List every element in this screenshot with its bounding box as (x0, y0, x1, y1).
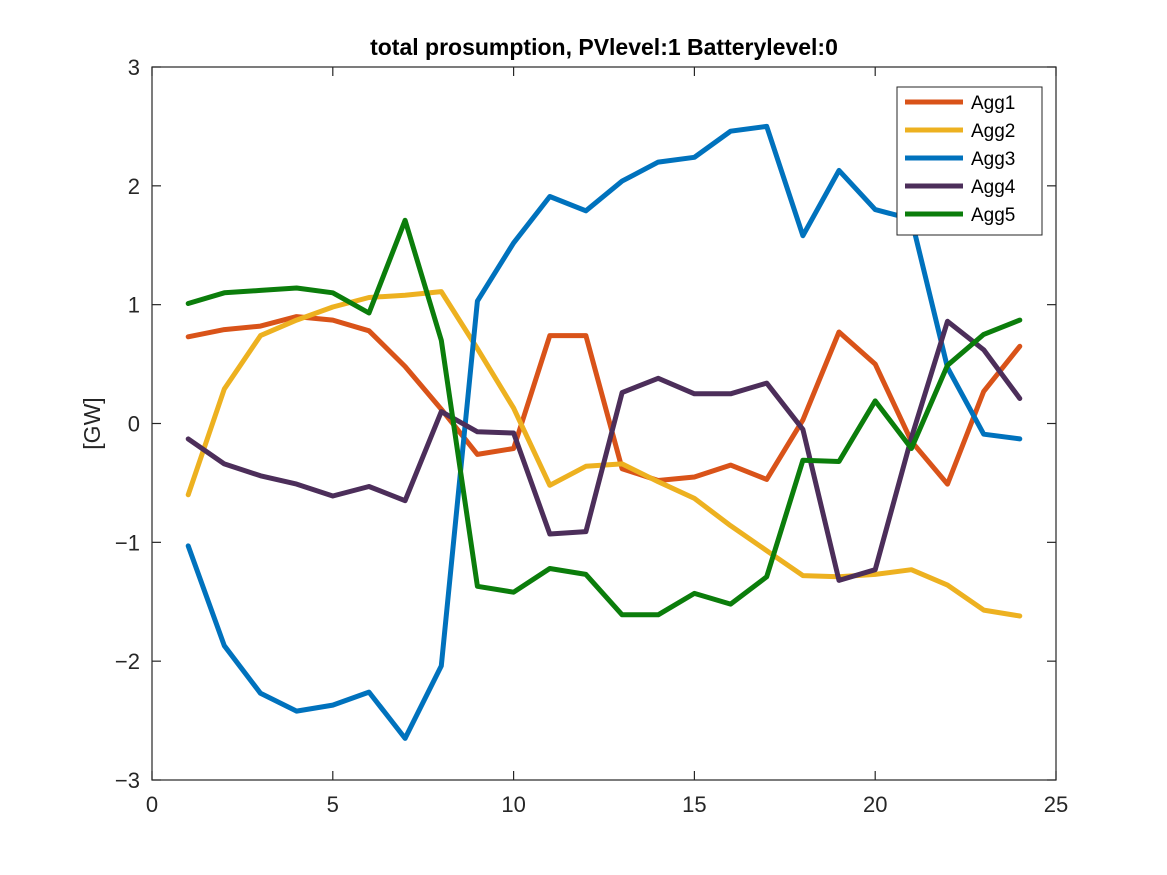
legend-label-agg5: Agg5 (971, 205, 1015, 226)
y-tick-label: −2 (115, 649, 140, 674)
series-line-agg3 (185, 123, 1023, 741)
legend-label-agg1: Agg1 (971, 93, 1015, 114)
x-tick-label: 10 (501, 792, 525, 817)
y-tick-label: 2 (128, 174, 140, 199)
y-tick-label: −1 (115, 530, 140, 555)
y-tick-label: 0 (128, 412, 140, 437)
series-line-agg4 (185, 318, 1023, 583)
legend-label-agg2: Agg2 (971, 121, 1015, 142)
y-axis-label: [GW] (79, 397, 105, 449)
chart-title: total prosumption, PVlevel:1 Batteryleve… (370, 34, 838, 60)
x-tick-label: 15 (682, 792, 706, 817)
legend-box (896, 86, 1043, 236)
legend-label-agg4: Agg4 (971, 177, 1016, 198)
y-tick-label: −3 (115, 768, 140, 793)
x-tick-label: 25 (1044, 792, 1068, 817)
series-layer (185, 123, 1023, 741)
series-line-agg5 (185, 217, 1023, 618)
y-tick-label: 3 (128, 55, 140, 80)
axes-layer: 0 5 10 15 20 25 −3 −2 −1 0 1 2 3 (115, 55, 1068, 817)
legend: Agg1 Agg2 Agg3 Agg4 Agg5 (896, 86, 1043, 236)
x-tick-label: 20 (863, 792, 887, 817)
legend-label-agg3: Agg3 (971, 149, 1015, 170)
x-tick-label: 0 (146, 792, 158, 817)
series-line-agg1 (185, 314, 1023, 487)
y-tick-label: 1 (128, 293, 140, 318)
x-tick-label: 5 (327, 792, 339, 817)
